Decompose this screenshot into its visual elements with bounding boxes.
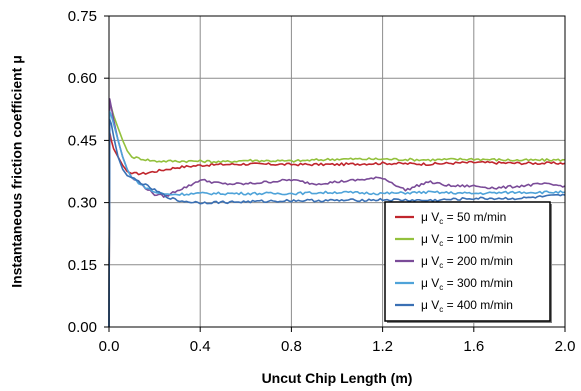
legend-label-name: μ V xyxy=(421,276,439,290)
y-axis-title: Instantaneous friction coefficient μ xyxy=(9,55,25,288)
y-tick-label: 0.45 xyxy=(68,132,97,149)
x-tick-label: 0.4 xyxy=(190,338,211,355)
legend-label-0: μ Vc = 50 m/min xyxy=(421,210,506,226)
series-line-3 xyxy=(108,110,566,328)
legend-label-3: μ Vc = 300 m/min xyxy=(421,276,513,292)
y-axis-ticks: 0.00 0.15 0.30 0.45 0.60 0.75 xyxy=(68,8,109,336)
legend-label-name: μ V xyxy=(421,254,439,268)
series-line-2 xyxy=(108,98,566,328)
legend-label-suffix: = 400 m/min xyxy=(443,298,513,312)
legend-label-subscript: c xyxy=(439,283,443,292)
x-tick-label: 2.0 xyxy=(555,338,576,355)
legend-label-2: μ Vc = 200 m/min xyxy=(421,254,513,270)
x-axis-title: Uncut Chip Length (m) xyxy=(262,370,413,386)
legend-label-suffix: = 300 m/min xyxy=(443,276,513,290)
legend-label-1: μ Vc = 100 m/min xyxy=(421,232,513,248)
x-tick-label: 1.6 xyxy=(463,338,484,355)
x-tick-label: 0.8 xyxy=(281,338,302,355)
y-tick-label: 0.60 xyxy=(68,70,97,87)
legend-label-subscript: c xyxy=(439,261,443,270)
plot-area-frame xyxy=(108,15,566,328)
legend-label-name: μ V xyxy=(421,232,439,246)
series-line-0 xyxy=(108,131,566,328)
x-tick-label: 1.2 xyxy=(372,338,393,355)
legend-label-suffix: = 50 m/min xyxy=(443,210,506,224)
legend-label-suffix: = 100 m/min xyxy=(443,232,513,246)
series-line-1 xyxy=(108,102,566,328)
legend-label-name: μ V xyxy=(421,210,439,224)
y-tick-label: 0.75 xyxy=(68,8,97,25)
legend-label-subscript: c xyxy=(439,217,443,226)
series-layer xyxy=(108,98,566,328)
legend-label-4: μ Vc = 400 m/min xyxy=(421,298,513,314)
x-axis-ticks: 0.0 0.4 0.8 1.2 1.6 2.0 xyxy=(99,327,576,355)
legend-label-name: μ V xyxy=(421,298,439,312)
legend-label-subscript: c xyxy=(439,239,443,248)
y-tick-label: 0.30 xyxy=(68,195,97,212)
grid xyxy=(109,16,565,327)
legend-label-suffix: = 200 m/min xyxy=(443,254,513,268)
series-line-4 xyxy=(108,118,566,328)
y-tick-label: 0.15 xyxy=(68,257,97,274)
x-tick-label: 0.0 xyxy=(99,338,120,355)
legend-label-subscript: c xyxy=(439,305,443,314)
y-tick-label: 0.00 xyxy=(68,319,97,336)
